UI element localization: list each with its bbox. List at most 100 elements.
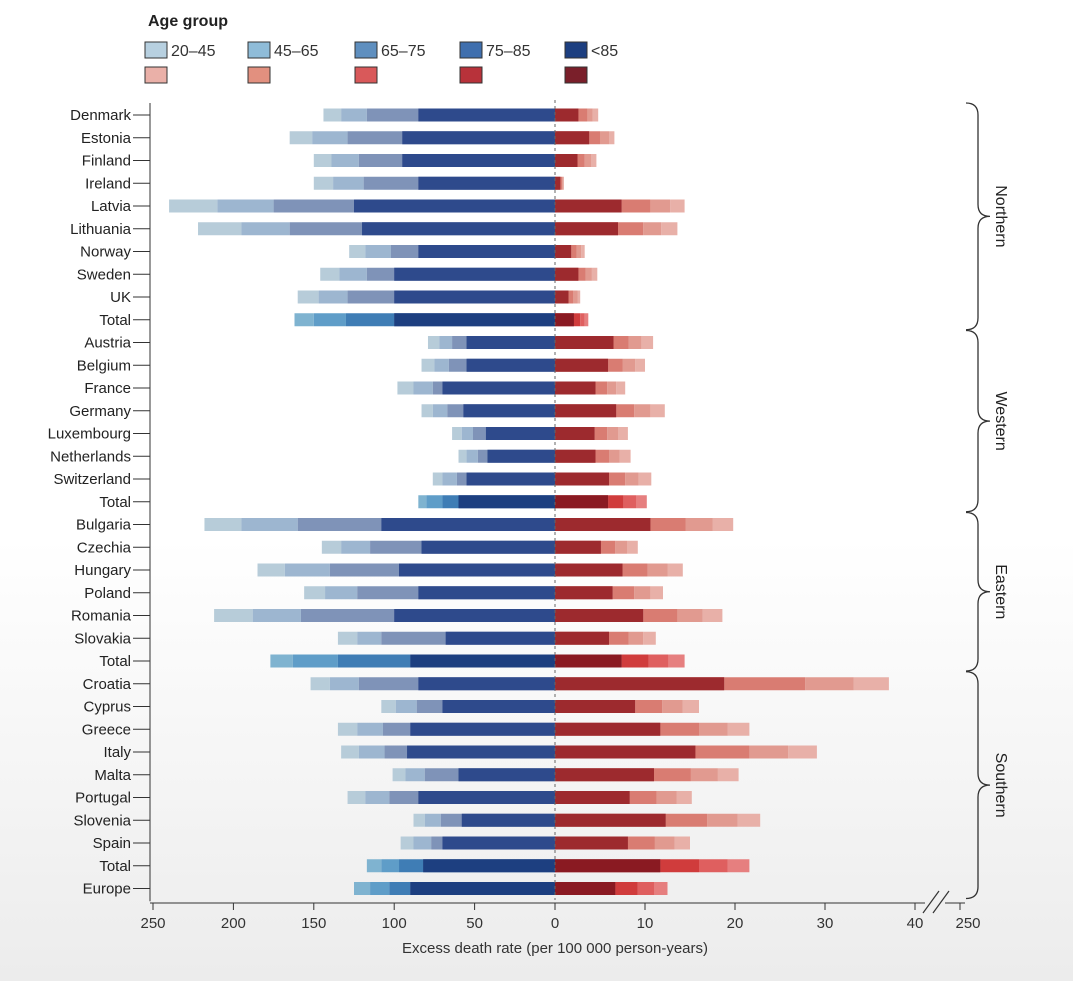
- bar-right-total-seg4: [555, 859, 661, 873]
- bar-left-netherlands-seg0: [458, 449, 467, 463]
- bar-right-poland-seg4: [555, 586, 613, 600]
- bar-left-poland-seg4: [418, 586, 555, 600]
- bar-right-portugal-seg2: [629, 791, 657, 804]
- bar-left-netherlands-seg1: [466, 449, 478, 463]
- bar-right-slovakia-seg4: [555, 631, 609, 645]
- bar-right-latvia-seg1: [650, 199, 671, 213]
- region-brackets: Northern Western Eastern Southern: [965, 102, 1009, 900]
- bar-left-latvia-seg4: [354, 199, 555, 213]
- bar-left-hungary-seg0: [257, 563, 285, 577]
- bar-right-ireland-seg1: [562, 176, 564, 190]
- bar-right-norway-seg4: [555, 245, 572, 258]
- bar-right-switzerland-seg0: [638, 472, 652, 486]
- country-label: Sweden: [77, 266, 131, 283]
- bar-right-italy-seg2: [695, 745, 750, 759]
- legend-label: 75–85: [486, 43, 531, 60]
- bar-right-europe-seg4: [555, 882, 616, 895]
- country-label: Ireland: [85, 175, 131, 192]
- bar-left-lithuania-seg4: [362, 222, 555, 236]
- bar-left-luxembourg-seg1: [461, 427, 473, 440]
- bar-right-total-seg0: [636, 495, 647, 509]
- x-tick-label: 0: [551, 915, 559, 932]
- bar-right-latvia-seg0: [670, 199, 685, 213]
- bar-left-hungary-seg2: [329, 563, 400, 577]
- bar-right-luxembourg-seg0: [618, 427, 628, 440]
- bar-right-uk-seg4: [555, 290, 569, 304]
- bar-left-sweden-seg4: [394, 267, 555, 281]
- bar-left-belgium-seg1: [434, 358, 449, 372]
- bar-left-slovenia-seg2: [440, 813, 462, 827]
- bar-left-romania-seg0: [214, 609, 253, 622]
- bar-right-norway-seg0: [581, 245, 585, 258]
- bar-right-spain-seg2: [627, 836, 655, 850]
- bar-left-finland-seg0: [313, 154, 332, 167]
- country-label: Luxembourg: [48, 426, 131, 443]
- legend-swatch-red: [564, 66, 588, 84]
- x-tick-label: 20: [727, 915, 744, 932]
- bar-left-france-seg1: [413, 381, 433, 395]
- bar-right-latvia-seg4: [555, 199, 622, 213]
- bar-right-total-seg4: [555, 654, 622, 668]
- bar-left-portugal-seg0: [347, 791, 366, 804]
- bar-left-czechia-seg4: [421, 540, 555, 554]
- bar-right-sweden-seg4: [555, 267, 579, 281]
- bar-left-latvia-seg1: [217, 199, 274, 213]
- legend-swatch-blue: [354, 41, 378, 59]
- bar-right-total-seg1: [623, 495, 636, 509]
- bar-left-switzerland-seg1: [442, 472, 457, 486]
- bar-left-cyprus-seg4: [442, 700, 555, 713]
- bar-left-malta-seg0: [392, 768, 406, 782]
- bar-right-sweden-seg0: [591, 267, 598, 281]
- bar-right-portugal-seg0: [676, 791, 692, 804]
- country-label: Finland: [82, 153, 131, 170]
- bar-left-germany-seg2: [447, 404, 464, 418]
- bar-left-portugal-seg4: [418, 791, 555, 804]
- bar-right-latvia-seg2: [621, 199, 651, 213]
- bar-left-uk-seg2: [347, 290, 395, 304]
- x-tick-label: 30: [817, 915, 834, 932]
- bar-left-total-seg4: [410, 654, 555, 668]
- bar-left-ireland-seg0: [313, 176, 334, 190]
- region-label: Western: [992, 391, 1009, 450]
- bar-left-italy-seg4: [407, 745, 555, 759]
- country-label: Cyprus: [83, 699, 131, 716]
- bar-left-bulgaria-seg0: [204, 518, 242, 531]
- legend-title: Age group: [148, 13, 228, 30]
- x-tick-label: 250: [955, 915, 980, 932]
- bar-left-portugal-seg2: [389, 791, 419, 804]
- bar-right-estonia-seg4: [555, 131, 590, 145]
- bar-left-greece-seg0: [337, 722, 358, 736]
- bar-right-czechia-seg4: [555, 540, 601, 554]
- region-label: Southern: [992, 753, 1009, 818]
- bar-left-france-seg0: [397, 381, 414, 395]
- bar-left-ireland-seg2: [363, 176, 419, 190]
- bar-left-denmark-seg4: [418, 108, 555, 122]
- bar-right-germany-seg4: [555, 404, 617, 418]
- bar-right-croatia-seg1: [805, 677, 854, 691]
- bar-right-czechia-seg1: [615, 540, 627, 554]
- bar-right-romania-seg1: [677, 609, 703, 622]
- bar-left-ireland-seg4: [418, 176, 555, 190]
- bar-right-bulgaria-seg0: [712, 518, 734, 531]
- legend-swatch-blue: [459, 41, 483, 59]
- country-label: Total: [99, 653, 131, 670]
- legend-swatch-blue: [247, 41, 271, 59]
- x-tick-label: 40: [907, 915, 924, 932]
- bar-right-norway-seg1: [576, 245, 582, 258]
- country-label: Portugal: [75, 790, 131, 807]
- x-axis: Denmark Estonia Finland Ireland Latvia Lithua…: [48, 100, 981, 957]
- bar-left-luxembourg-seg2: [472, 427, 486, 440]
- bar-right-austria-seg2: [613, 336, 629, 349]
- bar-right-total-seg0: [584, 313, 589, 327]
- bar-left-bulgaria-seg1: [241, 518, 298, 531]
- bar-right-total-seg2: [573, 313, 581, 327]
- bar-left-sweden-seg1: [339, 267, 367, 281]
- bar-right-spain-seg0: [674, 836, 690, 850]
- bar-right-europe-seg0: [654, 882, 668, 895]
- bar-left-slovakia-seg4: [445, 631, 555, 645]
- bar-left-estonia-seg4: [402, 131, 555, 145]
- bar-right-austria-seg1: [628, 336, 642, 349]
- bar-right-slovenia-seg2: [665, 813, 708, 827]
- country-label: Latvia: [91, 198, 132, 215]
